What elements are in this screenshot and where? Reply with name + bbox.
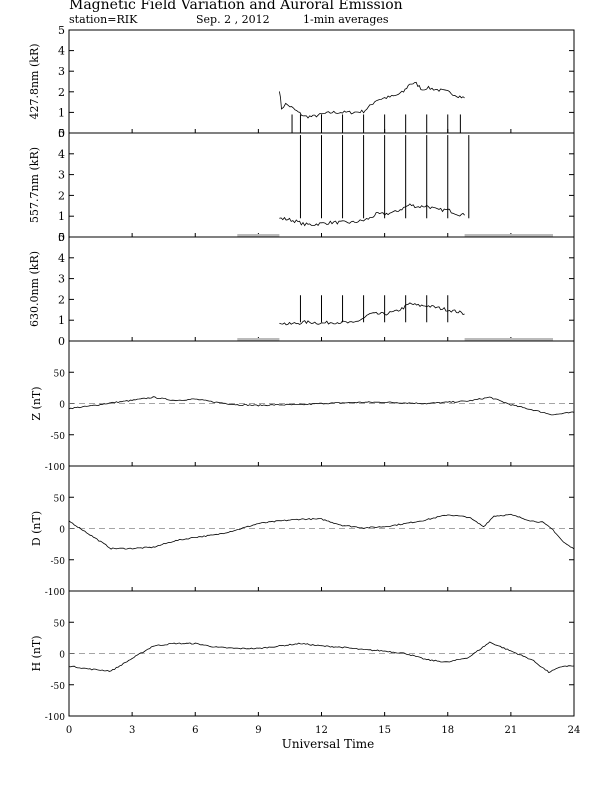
y-tick-label: 0	[58, 335, 65, 348]
panel-6: -100 -50 0 50 H (nT)	[30, 590, 575, 723]
y-tick-label: 3	[58, 273, 65, 286]
y-tick-label: 2	[58, 86, 65, 99]
x-tick-label: 9	[255, 725, 261, 736]
y-tick-label: -100	[45, 588, 65, 598]
y-tick-label: -50	[51, 432, 66, 442]
y-tick-label: 3	[58, 169, 65, 182]
panel-4: -100 -50 0 50 Z (nT)	[30, 340, 575, 473]
x-tick-label: 15	[378, 725, 391, 736]
panel-5: -100 -50 0 50 D (nT)	[30, 465, 575, 598]
y-tick-label: 1	[58, 210, 65, 223]
x-tick-label: 21	[505, 725, 518, 736]
chart-title: Magnetic Field Variation and Auroral Emi…	[69, 0, 403, 13]
data-line	[279, 203, 465, 227]
data-line	[279, 302, 465, 326]
x-tick-label: 12	[315, 725, 328, 736]
x-axis-title: Universal Time	[282, 737, 375, 751]
y-tick-label: 4	[58, 45, 65, 58]
y-tick-label: 4	[58, 252, 65, 265]
y-tick-label: -50	[51, 557, 66, 567]
x-tick-label: 3	[129, 725, 135, 736]
data-line	[68, 513, 575, 550]
y-tick-label: 1	[58, 314, 65, 327]
data-line	[68, 641, 575, 674]
y-tick-label: 5	[58, 127, 65, 140]
data-line	[68, 396, 575, 416]
y-tick-label: 4	[58, 148, 65, 161]
panel-1: 0 1 2 3 4 5 427.8nm (kR)	[28, 24, 575, 140]
y-tick-label: 0	[58, 231, 65, 244]
y-tick-label: -50	[51, 682, 66, 692]
y-tick-label: 3	[58, 65, 65, 78]
data-line	[279, 81, 465, 119]
y-tick-label: -100	[45, 463, 65, 473]
y-axis-label: Z (nT)	[30, 386, 43, 420]
panel-frame	[68, 236, 575, 342]
y-axis-label: H (nT)	[30, 635, 43, 671]
panel-2: 0 1 2 3 4 5 557.7nm (kR)	[28, 127, 575, 244]
y-tick-label: 1	[58, 106, 65, 119]
y-tick-label: 0	[59, 651, 65, 661]
y-tick-label: 0	[59, 401, 65, 411]
date-label: Sep. 2 , 2012	[196, 13, 270, 26]
panels: 0 1 2 3 4 5 427.8nm (kR) 0 1 2 3 4 5 557.7nm (kR) 0 1 2 3…	[28, 24, 575, 723]
x-tick-label: 6	[192, 725, 198, 736]
y-tick-label: 5	[58, 231, 65, 244]
panel-3: 0 1 2 3 4 5 630.0nm (kR)	[28, 231, 575, 348]
y-tick-label: 2	[58, 293, 65, 306]
y-axis-label: 557.7nm (kR)	[28, 147, 41, 223]
y-tick-label: 0	[58, 127, 65, 140]
x-tick-label: 24	[568, 725, 581, 736]
y-tick-label: 50	[54, 369, 66, 379]
y-tick-label: -100	[45, 713, 65, 723]
x-tick-label: 18	[441, 725, 454, 736]
y-tick-label: 50	[54, 619, 66, 629]
y-axis-label: D (nT)	[30, 511, 43, 546]
averaging-label: 1-min averages	[303, 13, 389, 26]
y-axis-label: 630.0nm (kR)	[28, 251, 41, 327]
x-axis: 0 3 6 9 12 15 18 21 24	[66, 725, 581, 736]
y-tick-label: 0	[59, 526, 65, 536]
y-axis-label: 427.8nm (kR)	[28, 43, 41, 119]
station-label: station=RIK	[69, 13, 138, 26]
y-tick-label: 2	[58, 189, 65, 202]
y-tick-label: 50	[54, 494, 66, 504]
x-tick-label: 0	[66, 725, 72, 736]
y-tick-label: 5	[58, 24, 65, 37]
